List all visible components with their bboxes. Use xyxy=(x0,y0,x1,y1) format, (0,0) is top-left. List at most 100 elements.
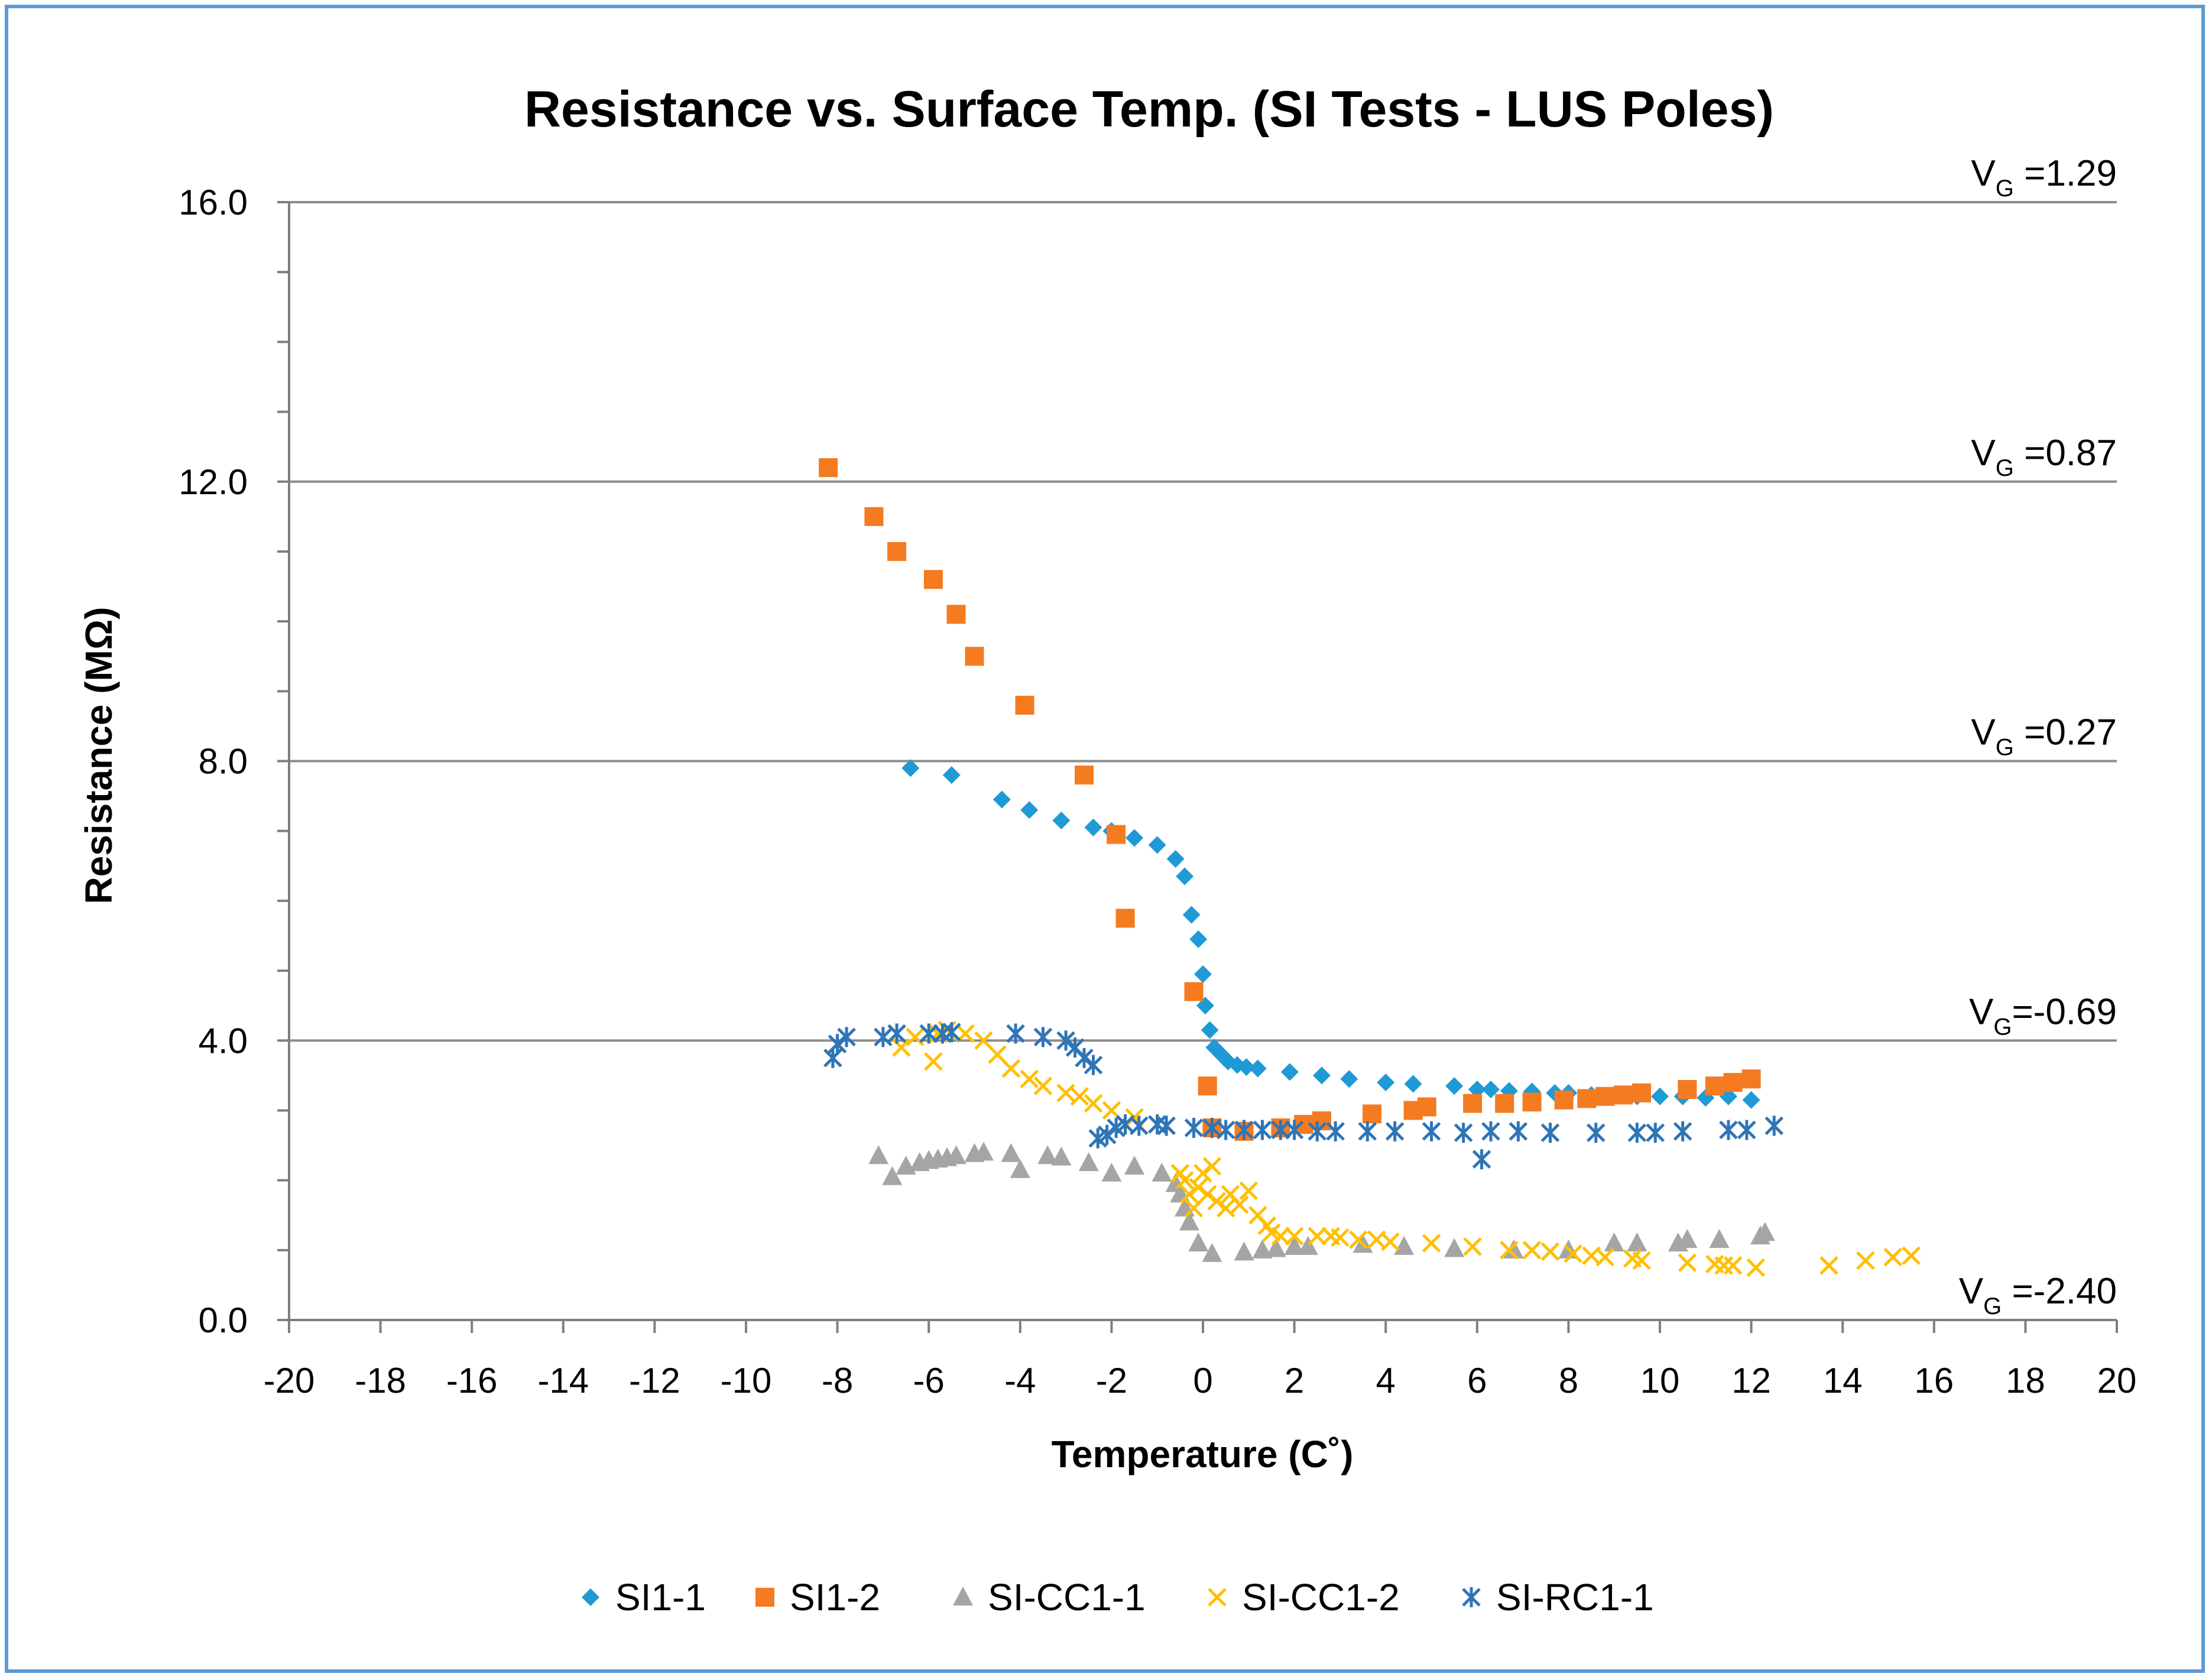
data-point xyxy=(1577,1089,1597,1108)
data-point xyxy=(1632,1083,1652,1102)
data-point xyxy=(1678,1079,1697,1099)
data-point xyxy=(868,1145,889,1165)
data-point xyxy=(1500,1241,1519,1260)
data-point xyxy=(1253,1120,1272,1140)
x-tick-label: 8 xyxy=(1559,1361,1578,1400)
data-point xyxy=(1308,1227,1327,1246)
data-point xyxy=(1052,811,1071,829)
x-tick-label: -2 xyxy=(1096,1361,1127,1400)
data-point xyxy=(1741,1069,1761,1089)
y-tick-label: 0.0 xyxy=(199,1300,248,1340)
legend-item: SI-CC1-2 xyxy=(1208,1576,1400,1619)
data-point xyxy=(1819,1256,1838,1275)
y-tick-labels: 0.0 4.0 8.0 12.0 16.0 xyxy=(179,183,248,1340)
data-point xyxy=(837,1027,856,1047)
data-point xyxy=(1157,1115,1176,1136)
data-point xyxy=(1239,1181,1259,1201)
data-point xyxy=(1678,1253,1697,1272)
data-point xyxy=(1587,1123,1606,1143)
data-point xyxy=(1075,766,1094,785)
data-point xyxy=(887,541,907,561)
data-point xyxy=(1202,1157,1222,1176)
data-point xyxy=(1216,1120,1235,1140)
reference-label: VG =0.27 xyxy=(1971,712,2117,761)
data-point xyxy=(1152,1162,1172,1182)
data-point xyxy=(1422,1234,1441,1253)
x-tick-label: -10 xyxy=(721,1361,772,1400)
data-point xyxy=(1481,1121,1500,1141)
data-point xyxy=(1404,1075,1422,1093)
data-point xyxy=(1130,1115,1149,1136)
data-point xyxy=(942,1022,961,1043)
legend-label: SI-RC1-1 xyxy=(1496,1576,1654,1619)
x-tick-label: -8 xyxy=(822,1361,853,1400)
x-tick-label: 18 xyxy=(2006,1361,2045,1400)
data-point xyxy=(906,1027,925,1047)
data-point xyxy=(1001,1143,1021,1162)
data-point xyxy=(1184,1199,1204,1218)
x-tick-label: 10 xyxy=(1640,1361,1680,1400)
y-tick-label: 16.0 xyxy=(179,183,248,222)
data-point xyxy=(1627,1232,1647,1251)
data-point xyxy=(1189,930,1208,948)
data-point xyxy=(1463,1094,1483,1113)
data-point xyxy=(1188,1232,1209,1251)
y-tick-label: 4.0 xyxy=(199,1021,248,1060)
data-point xyxy=(1182,906,1201,924)
data-point xyxy=(1495,1094,1514,1113)
data-point xyxy=(1595,1087,1615,1106)
axes xyxy=(277,201,2118,1333)
data-point xyxy=(1312,1066,1331,1085)
data-point xyxy=(1201,1021,1219,1039)
data-point xyxy=(1070,1087,1089,1106)
data-point xyxy=(1646,1123,1665,1143)
data-point xyxy=(1248,1059,1267,1078)
data-point xyxy=(1198,1185,1217,1204)
data-point xyxy=(1856,1251,1875,1270)
data-point xyxy=(864,507,884,526)
data-point xyxy=(1540,1123,1560,1143)
data-point xyxy=(1454,1123,1473,1143)
data-point xyxy=(1627,1123,1647,1143)
data-point xyxy=(1737,1120,1756,1140)
data-point xyxy=(1176,867,1194,886)
data-point xyxy=(1417,1097,1436,1117)
data-point xyxy=(1444,1238,1465,1257)
data-point xyxy=(1078,1152,1099,1172)
data-point xyxy=(1184,982,1204,1001)
data-point xyxy=(1189,1178,1208,1197)
legend-item: SI-RC1-1 xyxy=(1462,1576,1654,1619)
data-point xyxy=(1234,1241,1254,1261)
data-point xyxy=(1015,695,1034,715)
data-point xyxy=(1180,1185,1199,1204)
data-point xyxy=(1216,1199,1235,1218)
data-point xyxy=(942,766,961,784)
x-tick-label: -12 xyxy=(629,1361,680,1400)
data-point xyxy=(1445,1077,1464,1095)
data-point xyxy=(1271,1120,1290,1140)
data-point xyxy=(1509,1121,1528,1141)
x-tick-label: 0 xyxy=(1193,1361,1212,1400)
data-point xyxy=(923,570,943,589)
x-axis-title: Temperature (C˚) xyxy=(1052,1433,1354,1475)
data-point xyxy=(1719,1120,1738,1140)
x-tick-label: -6 xyxy=(913,1361,945,1400)
data-point xyxy=(874,1027,893,1047)
data-point xyxy=(1148,836,1166,854)
data-point xyxy=(1422,1121,1441,1141)
data-point xyxy=(1075,1047,1094,1068)
data-point xyxy=(1033,1076,1053,1095)
data-point xyxy=(1006,1023,1025,1044)
data-point xyxy=(1107,825,1126,844)
data-point xyxy=(1540,1242,1560,1261)
legend-item: SI1-2 xyxy=(755,1576,880,1619)
chart-canvas: Resistance vs. Surface Temp. (SI Tests -… xyxy=(77,81,2136,1619)
data-point xyxy=(887,1023,906,1044)
legend-marker xyxy=(1462,1587,1481,1607)
legend-label: SI-CC1-1 xyxy=(988,1576,1146,1619)
data-point xyxy=(1101,1162,1122,1182)
reference-label: VG =1.29 xyxy=(1971,153,2117,202)
data-point xyxy=(1001,1059,1021,1078)
data-point xyxy=(1230,1195,1249,1214)
data-point xyxy=(1198,1076,1217,1096)
